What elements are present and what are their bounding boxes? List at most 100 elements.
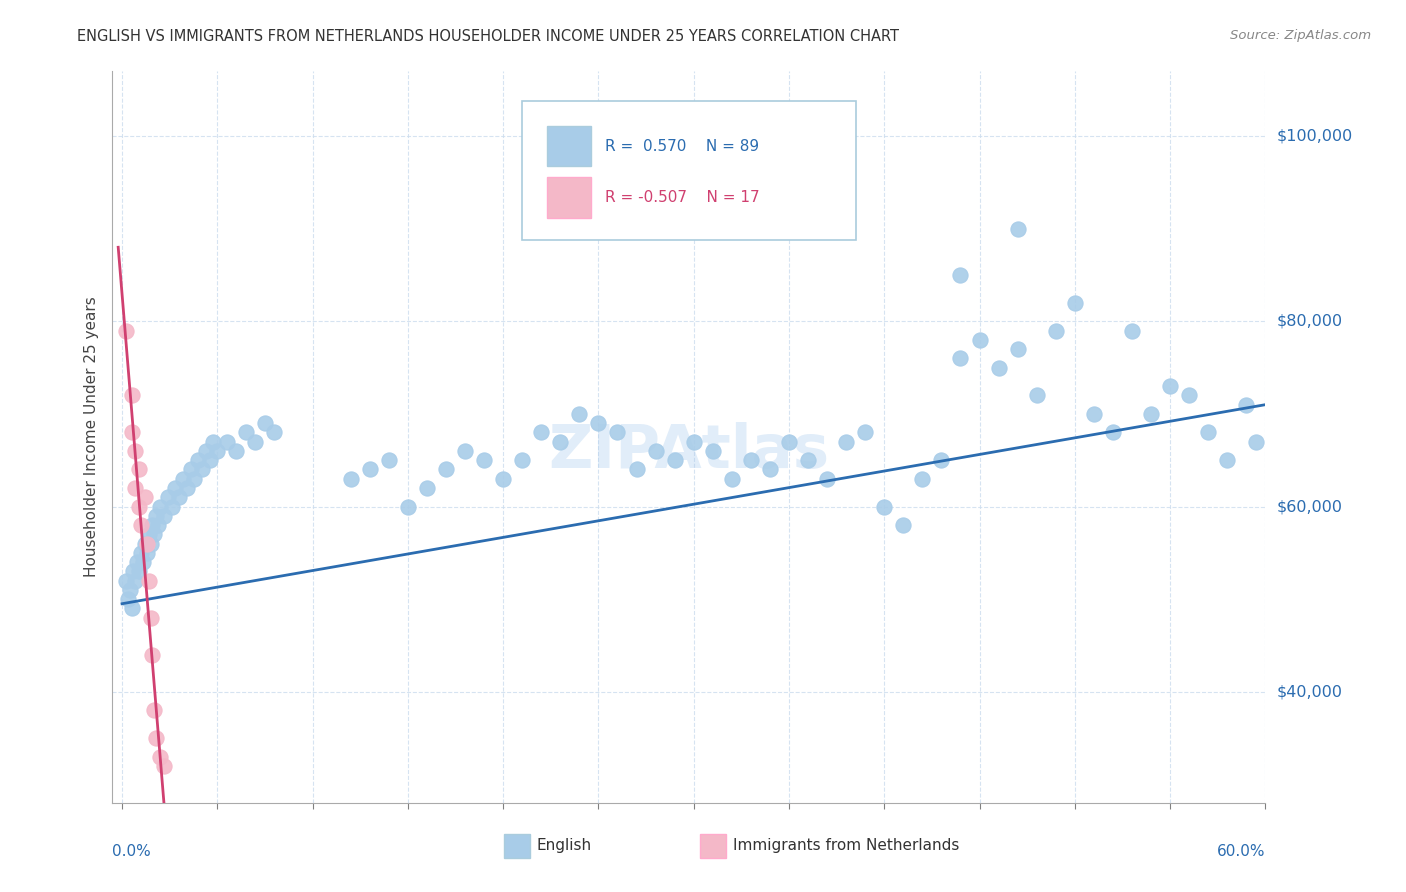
Point: [1178, 388, 1201, 402]
Text: $100,000: $100,000: [1277, 128, 1353, 144]
Point: [1234, 398, 1257, 412]
Point: [1025, 388, 1047, 402]
Point: [141, 518, 163, 533]
Point: [1197, 425, 1219, 440]
Point: [891, 518, 914, 533]
Text: 0.0%: 0.0%: [112, 845, 152, 860]
Point: [117, 592, 139, 607]
Point: [128, 462, 150, 476]
Text: R = -0.507    N = 17: R = -0.507 N = 17: [605, 190, 759, 205]
Point: [1083, 407, 1105, 421]
Point: [135, 546, 157, 560]
Point: [202, 434, 225, 449]
Point: [114, 324, 136, 338]
Point: [191, 462, 214, 476]
Point: [1244, 434, 1267, 449]
Text: ZIPAtlas: ZIPAtlas: [548, 422, 830, 481]
Bar: [700, 834, 725, 858]
Point: [644, 444, 666, 458]
Point: [987, 360, 1010, 375]
Point: [1121, 324, 1143, 338]
Point: [138, 574, 160, 588]
Bar: [547, 178, 591, 218]
Point: [253, 416, 276, 430]
Point: [853, 425, 876, 440]
Point: [873, 500, 896, 514]
Point: [132, 555, 155, 569]
Point: [215, 434, 238, 449]
Point: [145, 508, 167, 523]
Point: [138, 527, 160, 541]
Point: [778, 434, 800, 449]
Point: [1102, 425, 1125, 440]
Point: [128, 500, 150, 514]
Point: [134, 490, 156, 504]
Point: [245, 434, 267, 449]
Point: [207, 444, 229, 458]
Point: [160, 500, 183, 514]
Point: [454, 444, 477, 458]
Text: Immigrants from Netherlands: Immigrants from Netherlands: [733, 838, 959, 854]
Point: [949, 268, 972, 282]
Point: [1140, 407, 1163, 421]
Point: [167, 490, 190, 504]
Point: [180, 462, 202, 476]
Point: [969, 333, 991, 347]
Point: [263, 425, 285, 440]
Point: [568, 407, 591, 421]
Point: [187, 453, 209, 467]
Text: $40,000: $40,000: [1277, 684, 1343, 699]
Point: [1216, 453, 1239, 467]
Point: [128, 565, 150, 579]
Point: [931, 453, 953, 467]
Point: [183, 472, 205, 486]
Point: [129, 546, 152, 560]
Point: [911, 472, 934, 486]
Text: ENGLISH VS IMMIGRANTS FROM NETHERLANDS HOUSEHOLDER INCOME UNDER 25 YEARS CORRELA: ENGLISH VS IMMIGRANTS FROM NETHERLANDS H…: [77, 29, 900, 44]
Point: [139, 536, 162, 550]
Point: [121, 425, 143, 440]
Point: [153, 758, 176, 772]
Point: [149, 749, 172, 764]
Point: [235, 425, 257, 440]
Point: [198, 453, 221, 467]
Point: [156, 490, 179, 504]
Point: [682, 434, 704, 449]
Text: Source: ZipAtlas.com: Source: ZipAtlas.com: [1230, 29, 1371, 42]
Point: [153, 508, 176, 523]
Point: [145, 731, 167, 745]
Point: [1045, 324, 1067, 338]
Point: [194, 444, 217, 458]
Point: [129, 518, 152, 533]
Point: [121, 601, 143, 615]
Text: English: English: [537, 838, 592, 854]
Point: [396, 500, 419, 514]
Point: [339, 472, 361, 486]
Point: [472, 453, 495, 467]
Point: [135, 536, 157, 550]
Point: [378, 453, 401, 467]
Point: [434, 462, 457, 476]
Point: [740, 453, 762, 467]
Text: R =  0.570    N = 89: R = 0.570 N = 89: [605, 139, 759, 153]
Point: [510, 453, 533, 467]
Y-axis label: Householder Income Under 25 years: Householder Income Under 25 years: [84, 297, 100, 577]
Text: $60,000: $60,000: [1277, 499, 1343, 514]
Point: [121, 388, 143, 402]
Point: [172, 472, 194, 486]
Point: [127, 555, 149, 569]
Point: [949, 351, 972, 366]
Point: [149, 500, 172, 514]
Point: [588, 416, 610, 430]
Point: [664, 453, 686, 467]
Point: [143, 527, 166, 541]
Point: [606, 425, 628, 440]
Point: [720, 472, 742, 486]
Point: [550, 434, 572, 449]
Text: $80,000: $80,000: [1277, 314, 1343, 329]
Point: [139, 610, 162, 624]
Point: [1159, 379, 1181, 393]
Point: [141, 648, 163, 662]
Point: [165, 481, 187, 495]
Point: [759, 462, 782, 476]
